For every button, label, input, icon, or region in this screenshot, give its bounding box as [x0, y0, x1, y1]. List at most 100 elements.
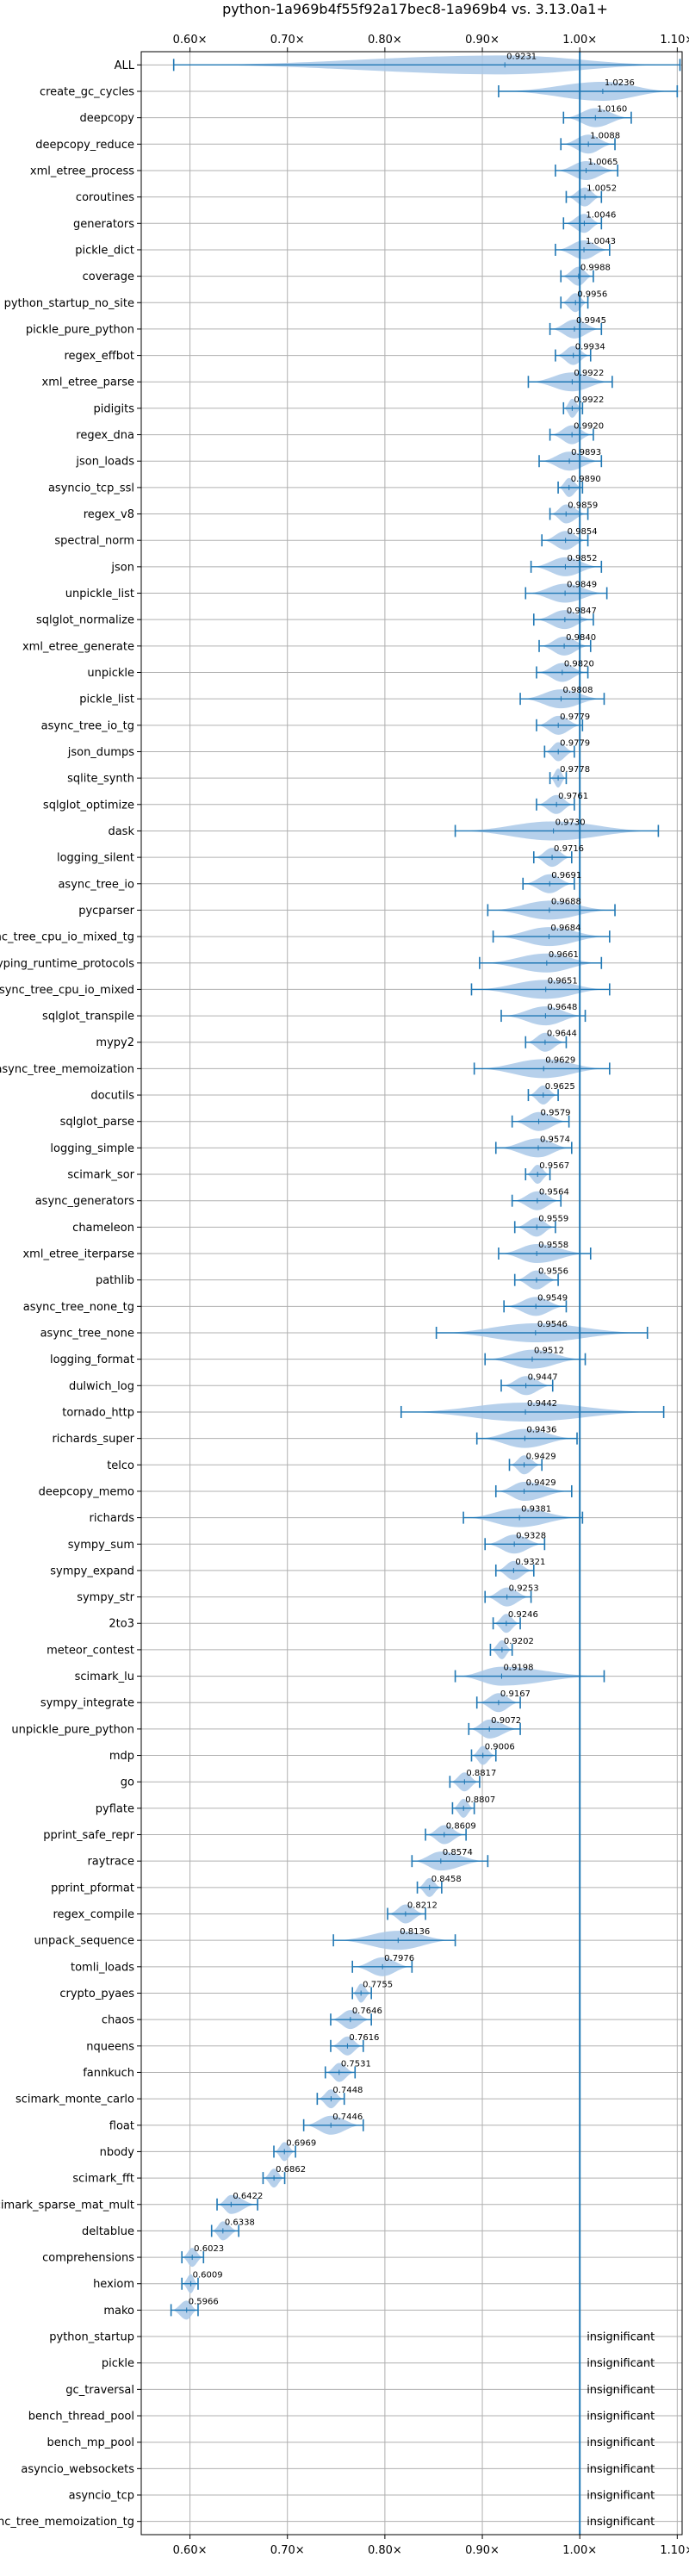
benchmark-label: pidigits — [94, 402, 135, 415]
benchmark-label: async_tree_io_tg — [41, 719, 134, 732]
value-label: 0.9661 — [549, 950, 579, 960]
value-label: 0.8807 — [465, 1795, 495, 1805]
value-label: 0.9988 — [580, 264, 611, 273]
benchmark-label: pathlib — [96, 1274, 134, 1287]
benchmark-label: coverage — [83, 271, 134, 283]
value-label: 0.6862 — [276, 2165, 306, 2175]
benchmark-label: pycparser — [78, 905, 134, 918]
value-label: 0.9559 — [538, 1214, 568, 1223]
benchmark-label: scimark_fft — [72, 2173, 134, 2186]
value-label: 0.8458 — [431, 1875, 462, 1884]
benchmark-label: fannkuch — [83, 2067, 134, 2080]
value-label: 0.9859 — [568, 501, 598, 511]
value-label: 0.9688 — [551, 897, 581, 906]
value-label: 0.9072 — [491, 1716, 521, 1726]
benchmark-label: logging_format — [50, 1353, 134, 1366]
value-label: 0.9854 — [568, 527, 598, 537]
value-label: 0.9840 — [566, 633, 596, 643]
benchmark-label: bench_thread_pool — [28, 2411, 134, 2424]
benchmark-label: sympy_str — [77, 1591, 134, 1604]
x-tick-label-top: 0.90× — [465, 34, 500, 47]
value-label: 0.9567 — [539, 1161, 569, 1171]
benchmark-label: deepcopy_reduce — [35, 139, 134, 152]
benchmark-label: asyncio_tcp — [69, 2490, 134, 2503]
value-label: 0.7531 — [341, 2059, 371, 2069]
value-label: 0.9922 — [574, 395, 604, 405]
value-label: 0.9198 — [503, 1664, 533, 1673]
benchmark-label: coroutines — [76, 191, 134, 204]
x-tick-label-top: 0.60× — [173, 34, 208, 47]
value-label: 0.9644 — [547, 1030, 577, 1039]
value-label: 0.7616 — [349, 2033, 379, 2043]
value-label: 0.7446 — [332, 2112, 363, 2122]
benchmark-label: sympy_integrate — [40, 1697, 134, 1710]
benchmark-label: deltablue — [82, 2225, 134, 2238]
benchmark-label: regex_dna — [76, 429, 134, 442]
x-tick-label-top: 1.00× — [562, 34, 597, 47]
benchmark-label: typing_runtime_protocols — [0, 957, 134, 970]
benchmark-label: go — [121, 1776, 134, 1789]
benchmark-label: create_gc_cycles — [40, 85, 134, 98]
benchmark-label: xml_etree_parse — [42, 376, 134, 389]
value-label: 0.9629 — [545, 1055, 575, 1065]
benchmark-label: logging_silent — [57, 852, 134, 865]
value-label: 0.9945 — [576, 316, 606, 326]
value-label: 0.9934 — [575, 343, 605, 352]
benchmark-label: scimark_monte_carlo — [16, 2094, 134, 2106]
value-label: 0.7755 — [363, 1980, 393, 1989]
value-label: 0.9625 — [545, 1082, 575, 1092]
value-label: 0.9167 — [500, 1689, 531, 1699]
value-label: 0.9381 — [521, 1505, 551, 1515]
benchmark-label: hexiom — [93, 2278, 134, 2291]
value-label: 0.9564 — [539, 1188, 569, 1198]
value-label: 0.9246 — [508, 1610, 538, 1620]
benchmark-label: xml_etree_iterparse — [22, 1248, 134, 1261]
insignificant-label: insignificant — [587, 2357, 655, 2370]
value-label: 0.9579 — [541, 1109, 571, 1118]
value-label: 1.0160 — [597, 105, 627, 115]
insignificant-label: insignificant — [587, 2516, 655, 2529]
x-tick-label-bottom: 0.70× — [270, 2544, 305, 2557]
benchmark-labels: ALL 0.9231 create_gc_cycles 1.0236 deepcopy 1… — [0, 52, 655, 2529]
x-tick-label-bottom: 0.90× — [465, 2544, 500, 2557]
benchmark-label: tornado_http — [62, 1406, 134, 1419]
value-label: 0.9778 — [560, 765, 590, 775]
benchmark-label: async_tree_io — [58, 878, 134, 891]
benchmark-label: bench_mp_pool — [47, 2436, 134, 2449]
benchmark-label: nqueens — [86, 2040, 134, 2053]
benchmark-label: chaos — [102, 2014, 134, 2027]
value-label: 0.9893 — [571, 448, 601, 457]
value-label: 0.9716 — [554, 844, 584, 854]
value-label: 0.9852 — [567, 554, 597, 563]
benchmark-label: logging_simple — [50, 1142, 134, 1155]
x-tick-label-top: 0.80× — [368, 34, 402, 47]
benchmark-label: generators — [73, 218, 134, 231]
benchmark-label: async_tree_memoization — [0, 1063, 134, 1076]
benchmark-label: json — [110, 561, 134, 574]
value-label: 0.9922 — [574, 369, 604, 378]
insignificant-label: insignificant — [587, 2436, 655, 2449]
benchmark-label: pickle_list — [79, 694, 134, 706]
benchmark-label: gc_traversal — [65, 2384, 134, 2397]
value-label: 0.9849 — [567, 581, 597, 590]
value-label: 0.9956 — [577, 289, 607, 299]
value-label: 0.6338 — [225, 2218, 255, 2227]
benchmark-label: nbody — [100, 2146, 135, 2159]
benchmark-label: deepcopy_memo — [39, 1485, 134, 1498]
value-label: 1.0052 — [587, 184, 617, 194]
benchmark-label: python_startup_no_site — [4, 297, 134, 310]
value-label: 0.9447 — [528, 1372, 558, 1382]
value-label: 0.9847 — [567, 607, 597, 616]
benchmark-label: xml_etree_process — [30, 165, 134, 177]
benchmark-label: richards_super — [52, 1433, 134, 1446]
benchmark-label: asyncio_websockets — [21, 2463, 134, 2476]
value-label: 0.7646 — [352, 2007, 382, 2016]
benchmark-label: sympy_sum — [68, 1539, 134, 1552]
value-label: 0.6023 — [194, 2244, 224, 2254]
value-label: 0.9558 — [538, 1241, 568, 1250]
value-label: 1.0043 — [586, 237, 616, 246]
benchmark-label: scimark_sor — [67, 1169, 134, 1182]
value-label: 0.9442 — [527, 1399, 557, 1409]
benchmark-label: dask — [108, 825, 134, 838]
insignificant-label: insignificant — [587, 2490, 655, 2503]
